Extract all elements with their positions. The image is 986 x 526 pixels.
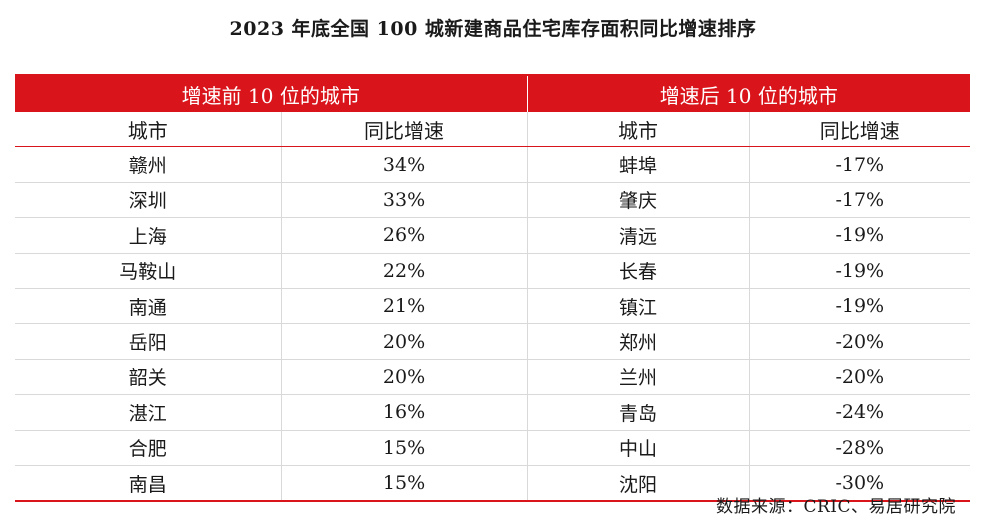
table-row: 合肥 15% 中山 -28% bbox=[15, 430, 971, 466]
top-city-cell: 南昌 bbox=[15, 465, 282, 503]
top-city-cell: 合肥 bbox=[15, 430, 282, 466]
top-city-cell: 马鞍山 bbox=[15, 253, 282, 289]
growth-ranking-table: 增速前 10 位的城市 增速后 10 位的城市 城市 同比增速 城市 同比增速 … bbox=[15, 74, 971, 503]
column-header-city: 城市 bbox=[527, 112, 750, 148]
bottom-city-cell: 中山 bbox=[527, 430, 750, 466]
column-header-growth: 同比增速 bbox=[281, 112, 528, 148]
table-row: 岳阳 20% 郑州 -20% bbox=[15, 323, 971, 360]
top-city-cell: 深圳 bbox=[15, 182, 282, 219]
top-growth-cell: 21% bbox=[281, 288, 528, 325]
top-growth-cell: 20% bbox=[281, 359, 528, 396]
top-growth-cell: 34% bbox=[281, 146, 528, 183]
column-header-growth: 同比增速 bbox=[749, 112, 971, 148]
table-row: 深圳 33% 肇庆 -17% bbox=[15, 182, 971, 219]
column-header-row: 城市 同比增速 城市 同比增速 bbox=[15, 112, 971, 148]
bottom-growth-cell: -19% bbox=[749, 288, 971, 325]
table-row: 马鞍山 22% 长春 -19% bbox=[15, 253, 971, 289]
top-city-cell: 赣州 bbox=[15, 146, 282, 183]
table-row: 上海 26% 清远 -19% bbox=[15, 217, 971, 254]
top-city-cell: 岳阳 bbox=[15, 323, 282, 360]
top-city-cell: 南通 bbox=[15, 288, 282, 325]
top-growth-cell: 33% bbox=[281, 182, 528, 219]
table-row: 赣州 34% 蚌埠 -17% bbox=[15, 146, 971, 183]
top-growth-cell: 15% bbox=[281, 430, 528, 466]
table-row: 南通 21% 镇江 -19% bbox=[15, 288, 971, 325]
top-growth-cell: 16% bbox=[281, 394, 528, 431]
bottom-growth-cell: -24% bbox=[749, 394, 971, 431]
top-city-cell: 韶关 bbox=[15, 359, 282, 396]
column-header-city: 城市 bbox=[15, 112, 282, 148]
bottom-growth-cell: -28% bbox=[749, 430, 971, 466]
bottom-city-cell: 肇庆 bbox=[527, 182, 750, 219]
bottom-growth-cell: -20% bbox=[749, 323, 971, 360]
data-source-note: 数据来源：CRIC、易居研究院 bbox=[715, 497, 956, 517]
top-city-cell: 湛江 bbox=[15, 394, 282, 431]
bottom-city-cell: 镇江 bbox=[527, 288, 750, 325]
bottom-city-cell: 青岛 bbox=[527, 394, 750, 431]
bottom-city-cell: 兰州 bbox=[527, 359, 750, 396]
table-row: 南昌 15% 沈阳 -30% bbox=[15, 465, 971, 503]
bottom-city-cell: 郑州 bbox=[527, 323, 750, 360]
bottom-growth-cell: -17% bbox=[749, 182, 971, 219]
group-header-row: 增速前 10 位的城市 增速后 10 位的城市 bbox=[15, 75, 971, 112]
bottom-growth-cell: -17% bbox=[749, 146, 971, 183]
bottom-city-cell: 长春 bbox=[527, 253, 750, 289]
top-growth-cell: 26% bbox=[281, 217, 528, 254]
bottom-city-cell: 沈阳 bbox=[527, 465, 750, 503]
table-row: 韶关 20% 兰州 -20% bbox=[15, 359, 971, 396]
page-title: 2023 年底全国 100 城新建商品住宅库存面积同比增速排序 bbox=[229, 18, 757, 40]
bottom-growth-cell: -19% bbox=[749, 253, 971, 289]
bottom-growth-cell: -20% bbox=[749, 359, 971, 396]
top-growth-cell: 15% bbox=[281, 465, 528, 503]
bottom-growth-cell: -30% bbox=[749, 465, 971, 503]
table-row: 湛江 16% 青岛 -24% bbox=[15, 394, 971, 431]
top-city-cell: 上海 bbox=[15, 217, 282, 254]
group-header-top10: 增速前 10 位的城市 bbox=[15, 75, 528, 112]
bottom-city-cell: 清远 bbox=[527, 217, 750, 254]
bottom-growth-cell: -19% bbox=[749, 217, 971, 254]
bottom-city-cell: 蚌埠 bbox=[527, 146, 750, 183]
top-growth-cell: 22% bbox=[281, 253, 528, 289]
group-header-bottom10: 增速后 10 位的城市 bbox=[527, 75, 971, 112]
top-growth-cell: 20% bbox=[281, 323, 528, 360]
